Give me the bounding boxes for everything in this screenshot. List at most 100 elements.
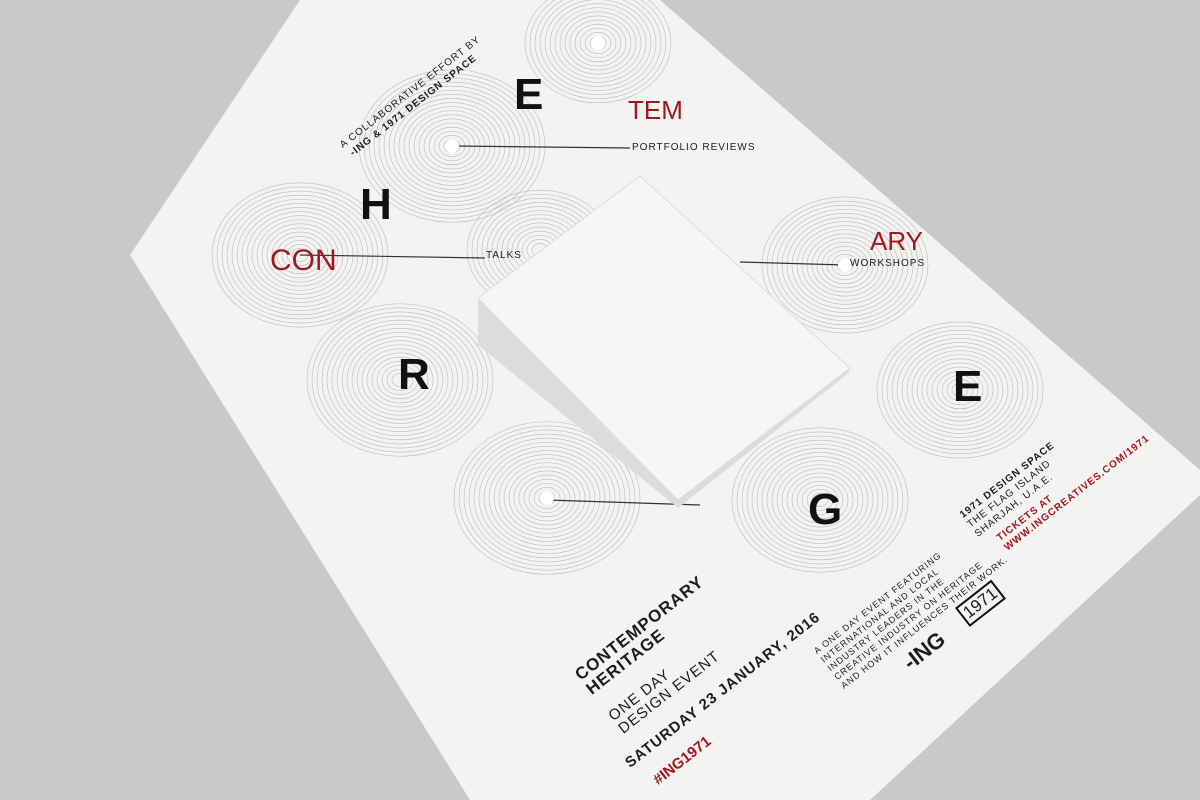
concentric-ring [786,217,904,313]
letter-e-top: E [514,70,544,119]
concentric-ring [361,348,439,412]
concentric-ring [458,425,636,571]
concentric-ring [731,427,909,573]
concentric-ring [806,233,884,297]
concentric-ring [241,207,359,303]
concentric-ring [816,241,874,289]
concentric-ring [261,223,339,287]
label-portfolio-reviews: PORTFOLIO REVIEWS [632,142,756,153]
ring-centers [445,36,852,505]
concentric-ring [559,11,637,75]
concentric-ring [386,369,414,391]
concentric-ring [346,336,454,424]
concentric-ring [941,374,979,406]
concentric-ring [311,307,489,453]
concentric-ring [528,482,566,514]
concentric-ring [796,480,844,520]
concentric-ring [806,489,834,511]
concentric-ring [246,211,354,299]
concentric-ring [371,356,429,404]
concentric-ring [493,454,601,542]
concentric-ring [381,364,419,396]
concentric-ring [796,225,894,305]
concentric-ring [791,476,849,524]
flyer-top [477,175,851,501]
concentric-ring [549,3,647,83]
concentric-ring [574,23,622,63]
concentric-ring [901,342,1019,438]
concentric-ring [946,379,974,401]
letter-e-right: E [953,362,983,411]
concentric-ring [524,0,672,104]
concentric-ring [791,221,899,309]
letter-r: R [398,350,430,399]
letters-ary: ARY [870,226,923,256]
concentric-ring [741,435,899,565]
concentric-ring [564,15,632,71]
concentric-ring [569,19,627,67]
concentric-ring [226,194,374,316]
concentric-ring [378,85,526,207]
concentric-ring [746,439,894,561]
concentric-ring [256,219,344,291]
concentric-ring [478,441,616,555]
concentric-ring [811,237,879,293]
concentric-ring [453,421,641,575]
concentric-ring [376,360,424,400]
concentric-ring [751,443,889,557]
concentric-ring [766,456,874,544]
concentric-ring [393,98,511,194]
concentric-ring [761,196,929,334]
concentric-ring [341,332,459,428]
concentric-ring [316,311,484,449]
label-talks: TALKS [486,250,522,261]
concentric-ring [544,0,652,87]
concentric-ring [881,325,1039,455]
concentric-ring [236,203,364,307]
concentric-ring [801,229,889,301]
concentric-ring [811,493,829,507]
concentric-ring [786,472,854,528]
concentric-ring [906,346,1014,434]
concentric-ring [366,352,434,408]
label-workshops: WORKSHOPS [850,258,926,269]
concentric-ring [936,370,984,410]
concentric-ring [523,478,571,518]
concentric-ring [321,315,479,445]
concentric-ring [483,446,611,550]
concentric-ring [781,468,859,532]
concentric-ring [896,338,1024,442]
concentric-ring [373,81,531,211]
concentric-ring [761,452,879,548]
concentric-ring [508,466,586,530]
concentric-ring [766,200,924,330]
concentric-ring [539,0,657,91]
concentric-ring [368,77,536,215]
concentric-ring [518,474,576,522]
concentric-ring [468,433,626,563]
concentric-ring [916,354,1004,426]
concentric-ring [513,470,581,526]
concentric-ring [473,437,621,559]
concentric-ring [231,198,369,312]
concentric-ring [488,450,606,546]
concentric-ring [534,0,662,95]
concentric-ring [926,362,994,418]
letters-con: CON [270,244,337,277]
concentric-ring [336,328,464,432]
concentric-ring [801,484,839,516]
concentric-ring [781,213,909,317]
concentric-ring [211,182,389,328]
concentric-ring [351,340,449,420]
concentric-ring [951,383,969,397]
concentric-ring [503,462,591,534]
concentric-ring [356,344,444,416]
concentric-ring [891,333,1029,447]
concentric-ring [771,204,919,326]
concentric-ring [306,303,494,457]
letter-g: G [808,485,843,534]
letters-tem: TEM [628,95,683,125]
concentric-ring [886,329,1034,451]
concentric-ring [579,27,617,59]
